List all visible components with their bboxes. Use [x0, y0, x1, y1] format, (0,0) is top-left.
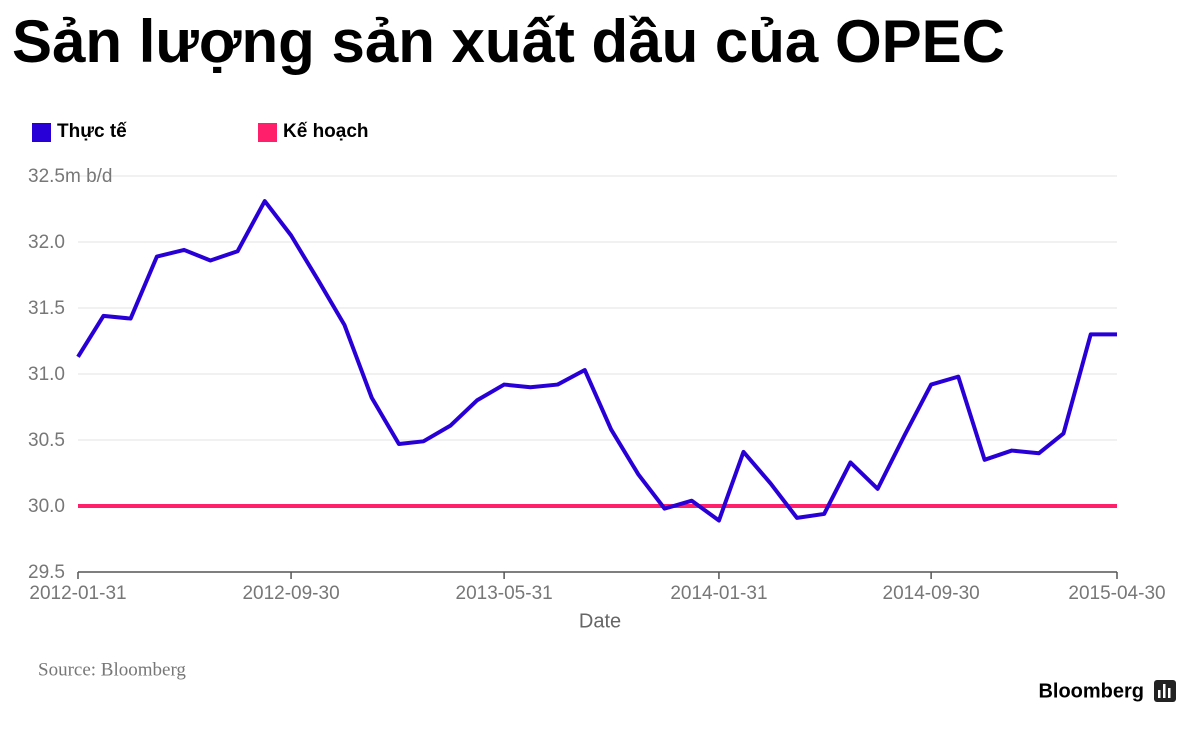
legend-swatch [32, 123, 51, 142]
x-tick-label: 2014-01-31 [670, 583, 767, 604]
y-tick-label: 31.5 [28, 298, 65, 319]
y-tick-label: 30.5 [28, 430, 65, 451]
x-tick-label: 2015-04-30 [1068, 583, 1165, 604]
brand: Bloomberg [1038, 680, 1144, 702]
brand-icon [1154, 680, 1176, 702]
x-tick-label: 2012-01-31 [29, 583, 126, 604]
y-tick-label: 32.0 [28, 232, 65, 253]
chart-title: Sản lượng sản xuất dầu của OPEC [12, 8, 1005, 75]
y-tick-label: 29.5 [28, 562, 65, 583]
legend-label: Kế hoạch [283, 121, 369, 142]
x-tick-label: 2012-09-30 [242, 583, 339, 604]
legend-label: Thực tế [57, 121, 127, 142]
y-tick-label: 31.0 [28, 364, 65, 385]
data-line [76, 199, 1117, 523]
legend-swatch [258, 123, 277, 142]
y-tick-label: 32.5m b/d [28, 166, 113, 187]
source: Source: Bloomberg [38, 659, 186, 680]
x-tick-label: 2013-05-31 [456, 583, 553, 604]
y-tick-label: 30.0 [28, 496, 65, 517]
x-axis-label: Date [579, 610, 621, 632]
x-tick-label: 2014-09-30 [883, 583, 980, 604]
